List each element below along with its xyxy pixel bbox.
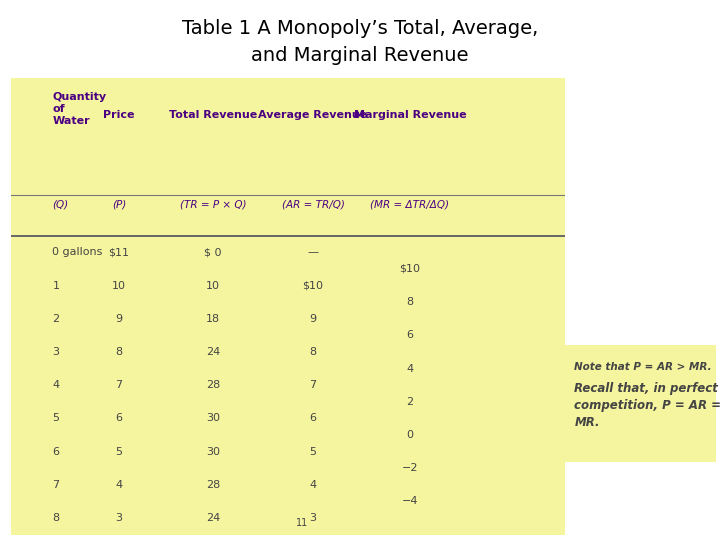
Text: 6: 6 [407, 330, 413, 340]
Text: 6: 6 [53, 447, 59, 457]
Text: 10: 10 [206, 281, 220, 291]
Text: 6: 6 [310, 414, 317, 423]
Text: 4: 4 [53, 380, 60, 390]
Text: 3: 3 [53, 347, 59, 357]
Text: Price: Price [103, 110, 135, 120]
Text: 4: 4 [310, 480, 317, 490]
Text: 1: 1 [53, 281, 59, 291]
Text: (AR = TR/Q): (AR = TR/Q) [282, 199, 344, 209]
Text: 8: 8 [115, 347, 122, 357]
Text: 8: 8 [53, 513, 60, 523]
Text: 0: 0 [407, 430, 413, 440]
Text: Quantity
of
Water: Quantity of Water [53, 92, 107, 126]
Text: 10: 10 [112, 281, 126, 291]
Text: 9: 9 [115, 314, 122, 324]
Text: 7: 7 [53, 480, 60, 490]
Text: 0 gallons: 0 gallons [53, 247, 103, 258]
Text: Table 1 A Monopoly’s Total, Average,: Table 1 A Monopoly’s Total, Average, [182, 19, 538, 38]
FancyBboxPatch shape [11, 78, 565, 535]
Text: $10: $10 [400, 264, 420, 274]
Text: 24: 24 [206, 513, 220, 523]
Text: 11: 11 [296, 518, 308, 528]
Text: 18: 18 [206, 314, 220, 324]
Text: 30: 30 [206, 414, 220, 423]
Text: −2: −2 [402, 463, 418, 473]
Text: 5: 5 [115, 447, 122, 457]
Text: 8: 8 [406, 297, 413, 307]
FancyBboxPatch shape [565, 345, 716, 389]
Text: $10: $10 [302, 281, 323, 291]
Text: —: — [307, 247, 318, 258]
Text: 7: 7 [115, 380, 122, 390]
Text: (P): (P) [112, 199, 126, 209]
Text: 4: 4 [115, 480, 122, 490]
Text: (TR = P × Q): (TR = P × Q) [180, 199, 246, 209]
Text: Recall that, in perfect
competition, P = AR =
MR.: Recall that, in perfect competition, P =… [575, 382, 720, 429]
Text: 28: 28 [206, 380, 220, 390]
Text: 4: 4 [406, 363, 413, 374]
Text: 2: 2 [406, 397, 413, 407]
FancyBboxPatch shape [565, 380, 716, 462]
Text: 24: 24 [206, 347, 220, 357]
Text: 2: 2 [53, 314, 60, 324]
Text: 5: 5 [53, 414, 59, 423]
Text: $11: $11 [109, 247, 130, 258]
Text: 5: 5 [310, 447, 317, 457]
Text: Total Revenue: Total Revenue [169, 110, 257, 120]
Text: 3: 3 [310, 513, 317, 523]
Text: 8: 8 [310, 347, 317, 357]
Text: 28: 28 [206, 480, 220, 490]
Text: 9: 9 [310, 314, 317, 324]
Text: 6: 6 [115, 414, 122, 423]
Text: Average Revenue: Average Revenue [258, 110, 368, 120]
Text: and Marginal Revenue: and Marginal Revenue [251, 46, 469, 65]
Text: Marginal Revenue: Marginal Revenue [354, 110, 467, 120]
Text: −4: −4 [402, 496, 418, 507]
Text: $ 0: $ 0 [204, 247, 222, 258]
Text: Note that P = AR > MR.: Note that P = AR > MR. [575, 362, 712, 372]
Text: (Q): (Q) [53, 199, 68, 209]
Text: 7: 7 [310, 380, 317, 390]
Text: (MR = ΔTR/ΔQ): (MR = ΔTR/ΔQ) [371, 199, 449, 209]
Text: 3: 3 [115, 513, 122, 523]
Text: 30: 30 [206, 447, 220, 457]
